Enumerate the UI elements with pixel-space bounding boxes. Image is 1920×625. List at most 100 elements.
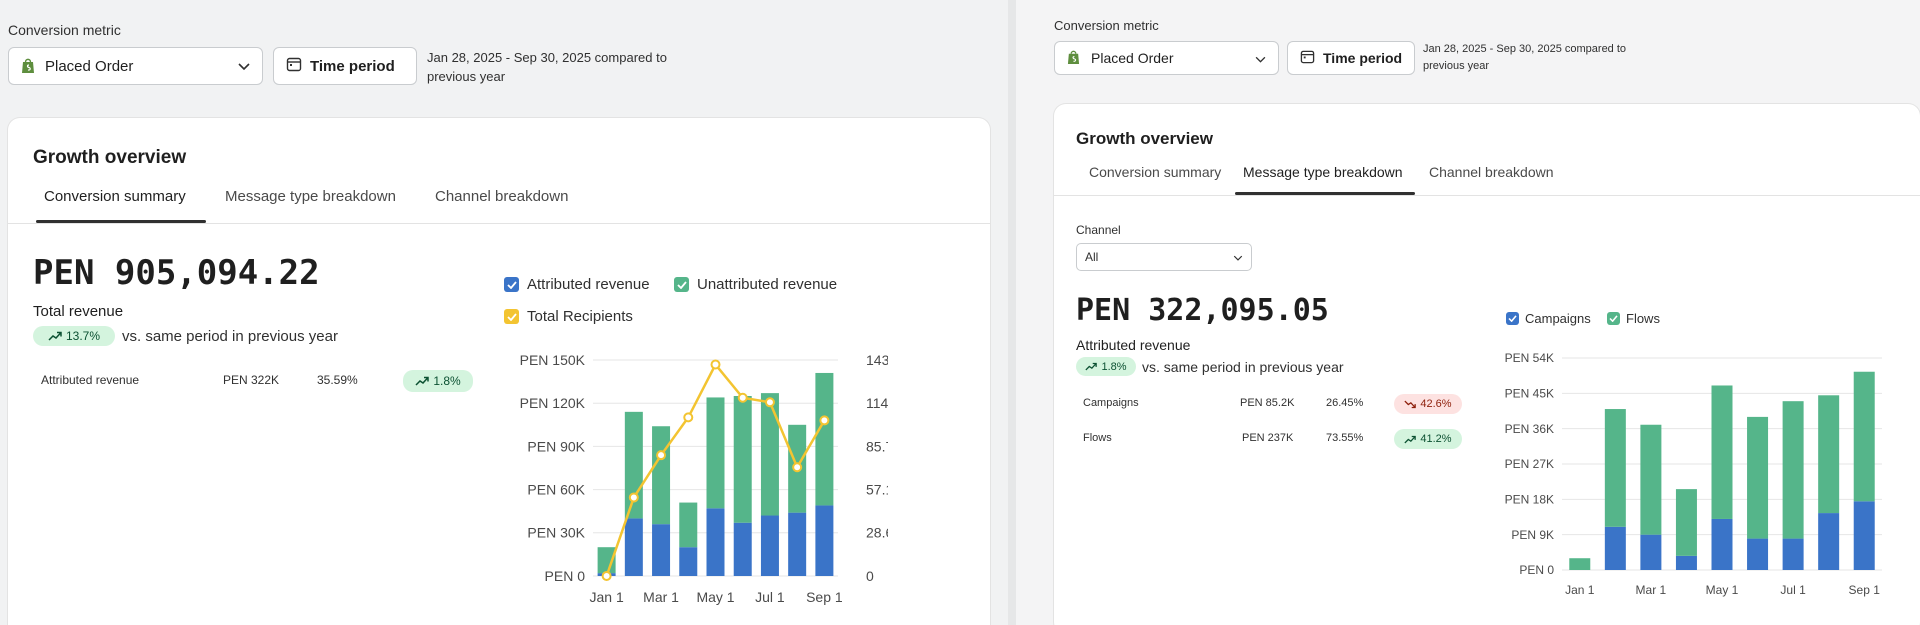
total-revenue-change-value: 13.7%: [65, 329, 101, 343]
attributed-revenue-label: Attributed revenue: [1076, 337, 1191, 353]
comparison-text: vs. same period in previous year: [1142, 359, 1344, 375]
calendar-icon: [1300, 49, 1315, 67]
bar: [1782, 401, 1804, 539]
tabs-separator: [1054, 195, 1920, 196]
legend-label: Unattributed revenue: [697, 276, 838, 293]
time-period-button[interactable]: Time period: [273, 47, 417, 85]
tab-message-type-breakdown[interactable]: Message type breakdown: [225, 188, 396, 205]
checkbox-checked-icon: [504, 309, 519, 324]
bar: [1782, 538, 1804, 570]
total-revenue-value: PEN 905,094.22: [33, 253, 320, 293]
line-point: [601, 571, 612, 581]
time-period-label: Time period: [1323, 50, 1403, 66]
x-tick-label: Sep 1: [1849, 583, 1881, 597]
tab-message-type-breakdown[interactable]: Message type breakdown: [1243, 164, 1403, 180]
y-tick-label: PEN 120K: [520, 395, 586, 411]
total-revenue-change-badge: 13.7%: [33, 326, 115, 346]
y-tick-label: PEN 150K: [520, 352, 586, 368]
line-point: [683, 412, 694, 423]
trend-up-icon: [1085, 362, 1098, 371]
bar: [733, 522, 752, 576]
row-value: PEN 322K: [223, 373, 280, 387]
y-right-tick-label: 85.7K: [866, 438, 888, 454]
date-range-text: Jan 28, 2025 - Sep 30, 2025 compared to …: [1423, 41, 1626, 75]
bar: [1675, 555, 1697, 570]
trend-up-icon: [48, 331, 62, 341]
growth-overview-card: Growth overview Conversion summary Messa…: [1054, 104, 1920, 625]
y-right-tick-label: 114K: [866, 395, 888, 411]
y-right-tick-label: 57.1K: [866, 482, 888, 498]
legend-unattributed-revenue[interactable]: Unattributed revenue: [674, 276, 837, 293]
bar: [679, 502, 698, 548]
left-panel: Conversion metric Placed Order Time peri…: [8, 22, 990, 625]
line-point: [656, 450, 667, 461]
legend-total-recipients[interactable]: Total Recipients: [504, 308, 633, 325]
bar: [1604, 526, 1626, 570]
bar: [1711, 518, 1733, 570]
x-tick-label: Jul 1: [1780, 583, 1806, 597]
bar: [760, 515, 779, 576]
date-range-line1: Jan 28, 2025 - Sep 30, 2025 compared to: [1423, 43, 1627, 55]
y-tick-label: PEN 60K: [527, 482, 585, 498]
attributed-revenue-change-badge: 1.8%: [1076, 357, 1136, 376]
chevron-down-icon: [1233, 250, 1243, 264]
x-tick-label: Mar 1: [643, 589, 679, 605]
panel-divider: [1008, 0, 1016, 625]
bar: [815, 505, 834, 576]
chevron-down-icon: [1255, 50, 1266, 66]
trend-up-icon: [415, 376, 430, 386]
legend-flows[interactable]: Flows: [1607, 311, 1660, 326]
line-point: [792, 462, 803, 473]
y-tick-label: PEN 9K: [1511, 528, 1554, 542]
legend-attributed-revenue[interactable]: Attributed revenue: [504, 276, 650, 293]
line-point: [737, 392, 748, 403]
line-point: [628, 492, 639, 503]
bar: [733, 396, 752, 523]
active-tab-indicator: [1235, 192, 1415, 195]
tab-channel-breakdown[interactable]: Channel breakdown: [1429, 164, 1554, 180]
row-name: Attributed revenue: [41, 373, 140, 387]
row-share: 35.59%: [317, 373, 358, 387]
line-point: [819, 415, 830, 426]
legend-label: Flows: [1626, 311, 1660, 326]
tab-conversion-summary[interactable]: Conversion summary: [44, 188, 186, 205]
metric-select[interactable]: Placed Order: [1054, 41, 1279, 75]
y-right-tick-label: 143K: [866, 352, 888, 368]
legend-campaigns[interactable]: Campaigns: [1506, 311, 1591, 326]
bar: [1569, 558, 1591, 570]
row-share: 26.45%: [1326, 397, 1364, 409]
bar: [1818, 395, 1840, 514]
tab-conversion-summary[interactable]: Conversion summary: [1089, 164, 1222, 180]
conversion-metric-label: Conversion metric: [8, 22, 121, 38]
row-change-badge: 42.6%: [1394, 394, 1462, 414]
row-change-value: 1.8%: [433, 374, 461, 388]
x-tick-label: Jul 1: [755, 589, 785, 605]
bar: [1640, 424, 1662, 535]
row-change-value: 41.2%: [1420, 433, 1452, 445]
conversion-metric-label: Conversion metric: [1054, 18, 1159, 33]
metric-select[interactable]: Placed Order: [8, 47, 263, 85]
bar: [1747, 538, 1769, 570]
trend-down-icon: [1404, 400, 1417, 408]
y-tick-label: PEN 0: [1519, 563, 1554, 577]
date-range-line2: previous year: [427, 69, 506, 84]
y-tick-label: PEN 36K: [1505, 422, 1554, 436]
date-range-line1: Jan 28, 2025 - Sep 30, 2025 compared to: [427, 50, 667, 65]
tabs-separator: [8, 223, 990, 224]
bar: [1711, 385, 1733, 519]
channel-select[interactable]: All: [1076, 243, 1252, 271]
metric-select-value: Placed Order: [1091, 50, 1174, 66]
tab-channel-breakdown[interactable]: Channel breakdown: [435, 188, 569, 205]
bar: [1747, 416, 1769, 539]
bar: [652, 426, 671, 525]
trend-up-icon: [1404, 435, 1417, 443]
card-title: Growth overview: [1076, 129, 1213, 148]
bar: [1853, 371, 1875, 502]
y-tick-label: PEN 45K: [1505, 387, 1554, 401]
x-tick-label: May 1: [696, 589, 734, 605]
time-period-button[interactable]: Time period: [1287, 41, 1415, 75]
row-value: PEN 237K: [1242, 432, 1294, 444]
growth-overview-card: Growth overview Conversion summary Messa…: [8, 118, 990, 625]
row-change-badge: 41.2%: [1394, 429, 1462, 449]
line-point: [764, 397, 775, 408]
